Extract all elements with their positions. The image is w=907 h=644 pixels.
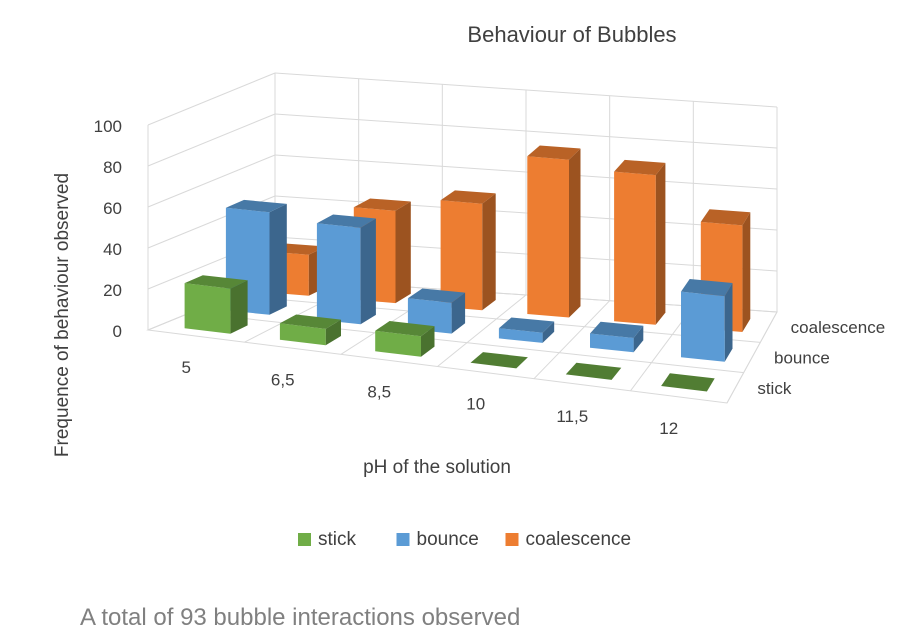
bar-stick-8-5	[375, 321, 435, 357]
y-tick-label: 60	[103, 199, 122, 218]
bar-front-face	[440, 200, 483, 311]
bar-stick-10	[470, 352, 528, 369]
bar-front-face	[498, 328, 543, 343]
bar-front-face	[614, 171, 656, 325]
bar-top-face	[470, 352, 528, 369]
legend-item-coalescence: coalescence	[505, 529, 632, 550]
footnote: A total of 93 bubble interactions observ…	[80, 604, 521, 631]
x-tick-label: 11,5	[556, 407, 588, 426]
bar-front-face	[527, 156, 569, 318]
bar-side-face	[395, 201, 411, 304]
bar-side-face	[451, 292, 466, 334]
bar-top-face	[375, 321, 435, 337]
bar-side-face	[542, 321, 555, 343]
bar-bounce-6-5	[316, 214, 376, 325]
y-tick-label: 40	[103, 240, 122, 259]
x-tick-label: 6,5	[271, 370, 295, 389]
legend-label: stick	[318, 529, 357, 550]
y-tick-label: 100	[94, 117, 122, 136]
depth-axis-label: coalescence	[791, 318, 886, 337]
bar-bounce-11-5	[590, 321, 644, 353]
bar-side-face	[325, 319, 341, 346]
bar-side-face	[742, 212, 751, 332]
bar-side-face	[482, 193, 496, 311]
bar-top-face	[614, 159, 666, 176]
bar-side-face	[655, 162, 666, 325]
bar-coalescence-10	[527, 145, 581, 318]
bar-side-face	[633, 325, 644, 353]
bar-bounce-10	[498, 317, 555, 343]
bar-top-face	[316, 214, 376, 228]
bar-top-face	[498, 317, 555, 333]
bar-front-face	[681, 291, 725, 362]
bar-top-face	[661, 373, 715, 392]
bar-side-face	[421, 326, 435, 357]
bar-side-face	[269, 203, 287, 315]
bar-top-face	[440, 190, 496, 204]
legend-swatch	[396, 533, 410, 546]
legend-label: bounce	[417, 529, 479, 550]
y-tick-label: 0	[113, 322, 122, 341]
chart: Behaviour of Bubbles 0 20 40 60 80 100 Frequenc…	[52, 22, 886, 550]
x-tick-label: 12	[659, 419, 678, 438]
bar-side-face	[360, 218, 376, 325]
legend-label: coalescence	[526, 529, 632, 550]
left-wall-gridline	[147, 72, 276, 126]
bar-top-face	[184, 275, 248, 289]
bar-stick-6-5	[279, 314, 341, 346]
legend-swatch	[505, 533, 519, 546]
legend-item-bounce: bounce	[396, 529, 479, 550]
bar-bounce-12	[681, 279, 733, 362]
bar-top-face	[407, 288, 466, 303]
floor-right-edge	[726, 311, 778, 404]
bar-front-face	[184, 283, 231, 334]
bar-top-face	[279, 314, 341, 329]
bar-stick-12	[661, 373, 715, 392]
bar-top-face	[590, 321, 644, 338]
bar-stick-5	[184, 275, 248, 334]
floor-category-divider	[437, 294, 527, 367]
bar-side-face	[230, 280, 248, 334]
x-tick-label: 10	[466, 395, 485, 414]
left-wall-gridline	[147, 154, 276, 208]
x-axis-title: pH of the solution	[363, 457, 511, 478]
y-axis-title: Frequence of behaviour observed	[52, 173, 73, 457]
depth-axis-label: stick	[757, 379, 792, 398]
bar-top-face	[353, 198, 411, 211]
bar-top-face	[565, 362, 622, 380]
bar-top-face	[681, 279, 733, 297]
bar-front-face	[316, 223, 361, 325]
bar-coalescence-11-5	[614, 159, 666, 325]
x-tick-label: 5	[182, 358, 191, 377]
bar-top-face	[225, 199, 287, 213]
bar-stick-11-5	[565, 362, 622, 380]
bar-bounce-8-5	[407, 288, 466, 334]
bar-side-face	[569, 148, 581, 318]
bar-front-face	[375, 330, 421, 357]
bar-front-face	[279, 323, 326, 346]
legend-item-stick: stick	[298, 529, 357, 550]
x-tick-label: 8,5	[367, 382, 391, 401]
floor-category-divider	[533, 300, 611, 380]
legend-swatch	[298, 533, 311, 546]
bar-top-face	[527, 145, 581, 160]
depth-axis-label: bounce	[774, 349, 830, 368]
y-tick-label: 20	[103, 281, 122, 300]
y-tick-label: 80	[103, 158, 122, 177]
bar-top-face	[700, 209, 751, 226]
bar-front-face	[590, 333, 634, 353]
left-wall-gridline	[147, 113, 276, 167]
chart-title: Behaviour of Bubbles	[467, 22, 676, 47]
bar-side-face	[724, 283, 733, 362]
bar-coalescence-8-5	[440, 190, 496, 311]
